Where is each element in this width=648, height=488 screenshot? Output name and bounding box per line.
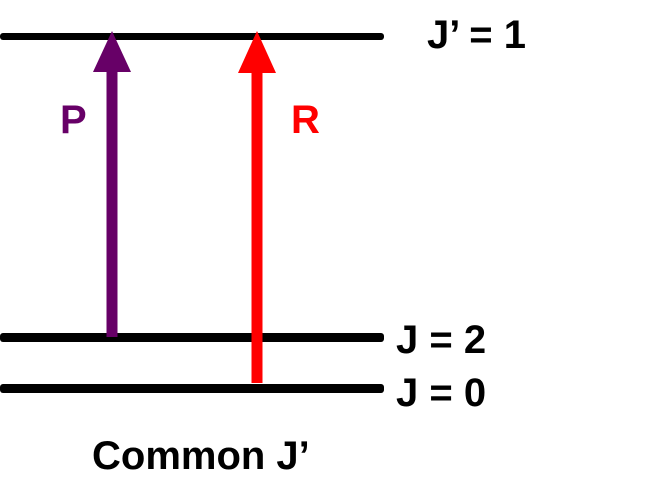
- upper-level-label: J’ = 1: [427, 13, 526, 57]
- r-arrow-head: [238, 31, 276, 73]
- j0-level-line: [0, 384, 384, 393]
- j2-level-line: [0, 333, 384, 342]
- p-branch-label: P: [60, 98, 87, 142]
- upper-level-line: [0, 33, 384, 40]
- r-branch-label: R: [291, 98, 320, 142]
- p-transition-arrow: P: [60, 31, 131, 337]
- j0-level-label: J = 0: [396, 371, 487, 415]
- r-transition-arrow: R: [238, 31, 320, 383]
- p-arrow-head: [93, 31, 131, 72]
- diagram-caption: Common J’: [92, 434, 310, 478]
- j2-level-label: J = 2: [396, 318, 487, 362]
